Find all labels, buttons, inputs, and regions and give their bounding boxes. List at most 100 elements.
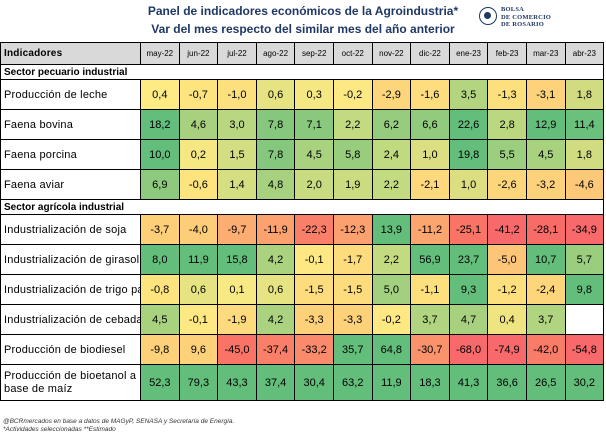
- value-cell: 56,9: [410, 244, 450, 275]
- value-cell: -3,2: [525, 169, 566, 200]
- table-row: Producción de bioetanol a base de maíz 52…: [0, 364, 605, 401]
- month-header: nov-22: [371, 42, 412, 65]
- value-cell: -1,9: [217, 304, 257, 335]
- value-cell: 6,9: [140, 169, 180, 200]
- value-cell: -3,3: [332, 304, 373, 335]
- value-cell: 1,4: [217, 169, 257, 200]
- value-cell: 4,2: [255, 244, 296, 275]
- value-cell: 6,6: [410, 109, 450, 140]
- section-title: Sector agrícola industrial: [0, 199, 605, 215]
- value-cell: -1,0: [217, 79, 257, 110]
- value-cell: -3,3: [294, 304, 334, 335]
- value-cell: 1,0: [448, 169, 489, 200]
- value-cell: -30,7: [410, 334, 450, 365]
- value-cell: 22,6: [448, 109, 489, 140]
- value-cell: -11,9: [255, 214, 296, 245]
- value-cell: 11,9: [371, 364, 412, 401]
- month-header: sep-22: [294, 42, 334, 65]
- value-cell: [564, 304, 605, 335]
- month-header: jul-22: [217, 42, 257, 65]
- month-header: may-22: [140, 42, 180, 65]
- value-cell: 3,7: [410, 304, 450, 335]
- value-cell: 4,5: [294, 139, 334, 170]
- value-cell: 5,5: [487, 139, 527, 170]
- table-row: Industrialización de cebada 4,5 -0,1 -1,9 4,…: [0, 304, 605, 335]
- value-cell: -0,8: [140, 274, 180, 305]
- value-cell: 0,4: [140, 79, 180, 110]
- value-cell: 63,2: [332, 364, 373, 401]
- value-cell: 9,3: [448, 274, 489, 305]
- value-cell: 3,0: [217, 109, 257, 140]
- header-row: Indicadores may-22 jun-22 jul-22 ago-22 sep-2…: [0, 42, 605, 65]
- value-cell: -0,2: [371, 304, 412, 335]
- value-cell: 23,7: [448, 244, 489, 275]
- value-cell: -0,1: [178, 304, 219, 335]
- value-cell: -3,7: [140, 214, 180, 245]
- value-cell: -2,1: [410, 169, 450, 200]
- value-cell: 2,4: [371, 139, 412, 170]
- value-cell: -1,5: [294, 274, 334, 305]
- value-cell: -2,6: [487, 169, 527, 200]
- value-cell: -54,8: [564, 334, 605, 365]
- month-header: mar-23: [525, 42, 566, 65]
- row-label: Faena porcina: [0, 139, 141, 170]
- value-cell: -1,7: [332, 244, 373, 275]
- value-cell: -34,9: [564, 214, 605, 245]
- value-cell: 2,0: [294, 169, 334, 200]
- table-row: Faena porcina 10,0 0,2 1,5 7,8 4,5 5,8 2,4 1,0 19…: [0, 139, 605, 170]
- footer-note: @BCRmercados en base a datos de MAGyP, S…: [3, 418, 235, 433]
- value-cell: -1,5: [332, 274, 373, 305]
- row-label: Producción de leche: [0, 79, 141, 110]
- value-cell: 41,3: [448, 364, 489, 401]
- table-row: Faena aviar 6,9 -0,6 1,4 4,8 2,0 1,9 2,2 -2,1 1,0…: [0, 169, 605, 200]
- value-cell: 0,6: [255, 79, 296, 110]
- value-cell: -74,9: [487, 334, 527, 365]
- value-cell: 2,8: [487, 109, 527, 140]
- value-cell: 43,3: [217, 364, 257, 401]
- row-label: Faena bovina: [0, 109, 141, 140]
- value-cell: 1,8: [564, 79, 605, 110]
- month-header: dic-22: [410, 42, 450, 65]
- indicators-table: Indicadores may-22 jun-22 jul-22 ago-22 sep-2…: [0, 42, 605, 401]
- row-label: Industrialización de girasol: [0, 244, 141, 275]
- value-cell: 3,5: [448, 79, 489, 110]
- value-cell: 0,3: [294, 79, 334, 110]
- value-cell: 5,0: [371, 274, 412, 305]
- value-cell: 0,1: [217, 274, 257, 305]
- value-cell: -0,6: [178, 169, 219, 200]
- value-cell: 18,2: [140, 109, 180, 140]
- value-cell: 19,8: [448, 139, 489, 170]
- value-cell: 52,3: [140, 364, 180, 401]
- table-row: Producción de leche 0,4 -0,7 -1,0 0,6 0,3 -0,2…: [0, 79, 605, 110]
- value-cell: 2,2: [332, 109, 373, 140]
- value-cell: 30,2: [564, 364, 605, 401]
- value-cell: 15,8: [217, 244, 257, 275]
- value-cell: 11,9: [178, 244, 219, 275]
- value-cell: -2,4: [525, 274, 566, 305]
- value-cell: -22,3: [294, 214, 334, 245]
- value-cell: 4,6: [178, 109, 219, 140]
- value-cell: 26,5: [525, 364, 566, 401]
- value-cell: -37,4: [255, 334, 296, 365]
- value-cell: 4,8: [255, 169, 296, 200]
- value-cell: -9,7: [217, 214, 257, 245]
- row-label: Faena aviar: [0, 169, 141, 200]
- table-row: Industrialización de soja -3,7 -4,0 -9,7 -11…: [0, 214, 605, 245]
- value-cell: 2,2: [371, 169, 412, 200]
- value-cell: -33,2: [294, 334, 334, 365]
- value-cell: 0,4: [487, 304, 527, 335]
- value-cell: -42,0: [525, 334, 566, 365]
- value-cell: 4,2: [255, 304, 296, 335]
- table-row: Producción de biodiesel -9,8 9,6 -45,0 -37,4…: [0, 334, 605, 365]
- row-label: Producción de biodiesel: [0, 334, 141, 365]
- value-cell: 9,6: [178, 334, 219, 365]
- page-subtitle: Var del mes respecto del similar mes del…: [151, 22, 455, 36]
- value-cell: 4,7: [448, 304, 489, 335]
- value-cell: 1,5: [217, 139, 257, 170]
- value-cell: 4,5: [140, 304, 180, 335]
- value-cell: 10,7: [525, 244, 566, 275]
- value-cell: 8,0: [140, 244, 180, 275]
- page-title: Panel de indicadores económicos de la Ag…: [147, 4, 459, 18]
- value-cell: -45,0: [217, 334, 257, 365]
- value-cell: 1,8: [564, 139, 605, 170]
